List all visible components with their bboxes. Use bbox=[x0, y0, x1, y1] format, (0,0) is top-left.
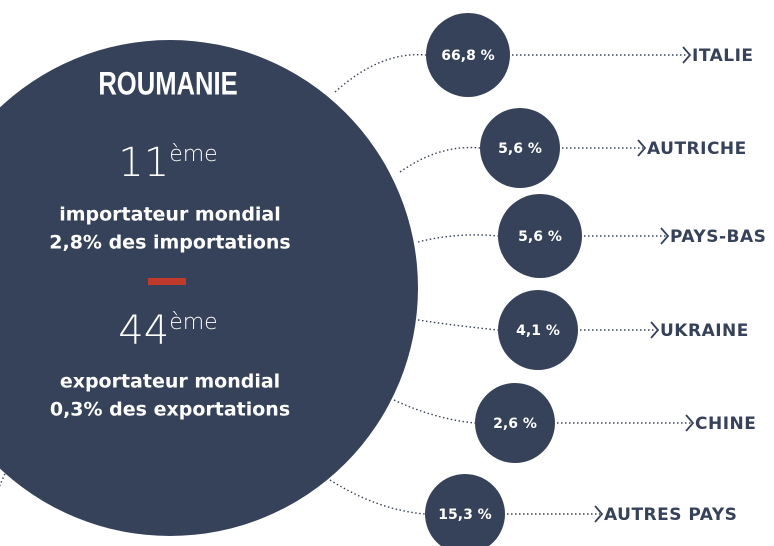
partner-share: 66,8 % bbox=[441, 48, 494, 64]
country-title: ROUMANIE bbox=[98, 67, 237, 102]
partner-circle bbox=[475, 383, 555, 463]
import-rank-number: 11 bbox=[118, 140, 169, 186]
export-rank-suffix: ème bbox=[169, 310, 218, 335]
partner-country: AUTRES PAYS bbox=[604, 505, 737, 525]
export-rank-number: 44 bbox=[118, 308, 169, 354]
import-rank-suffix: ème bbox=[169, 142, 218, 167]
partner-country: ITALIE bbox=[692, 46, 754, 66]
partner-share: 2,6 % bbox=[493, 416, 537, 432]
partner-circle bbox=[426, 13, 510, 97]
arrow bbox=[650, 321, 660, 339]
partner-share: 4,1 % bbox=[516, 323, 560, 339]
partner-circle bbox=[498, 194, 582, 278]
connector bbox=[417, 234, 499, 243]
partner-country: UKRAINE bbox=[660, 321, 749, 341]
country-circle bbox=[0, 40, 418, 536]
arrow bbox=[660, 227, 670, 245]
partner-share: 5,6 % bbox=[518, 229, 562, 245]
connector bbox=[399, 146, 481, 173]
arrow bbox=[685, 414, 695, 432]
import-line: 2,8% des importations bbox=[49, 232, 290, 254]
import-line: importateur mondial bbox=[59, 204, 281, 226]
arrow bbox=[637, 139, 647, 157]
arrow bbox=[682, 46, 692, 64]
partner-circle bbox=[498, 290, 578, 370]
connector bbox=[417, 319, 499, 331]
export-rank: 44ème bbox=[118, 308, 217, 354]
connector bbox=[393, 399, 476, 424]
partner-share: 15,3 % bbox=[438, 507, 491, 523]
partner-country: CHINE bbox=[695, 414, 756, 434]
connector bbox=[329, 479, 426, 515]
separator bbox=[148, 278, 186, 285]
partner-circle bbox=[425, 474, 505, 546]
partner-country: PAYS-BAS bbox=[670, 227, 766, 247]
import-rank: 11ème bbox=[118, 140, 217, 186]
partner-circle bbox=[480, 108, 560, 188]
partner-share: 5,6 % bbox=[498, 141, 542, 157]
arrow bbox=[594, 505, 604, 523]
partner-country: AUTRICHE bbox=[647, 139, 747, 159]
export-line: 0,3% des exportations bbox=[50, 399, 290, 421]
connector bbox=[334, 53, 427, 93]
export-line: exportateur mondial bbox=[60, 371, 280, 393]
